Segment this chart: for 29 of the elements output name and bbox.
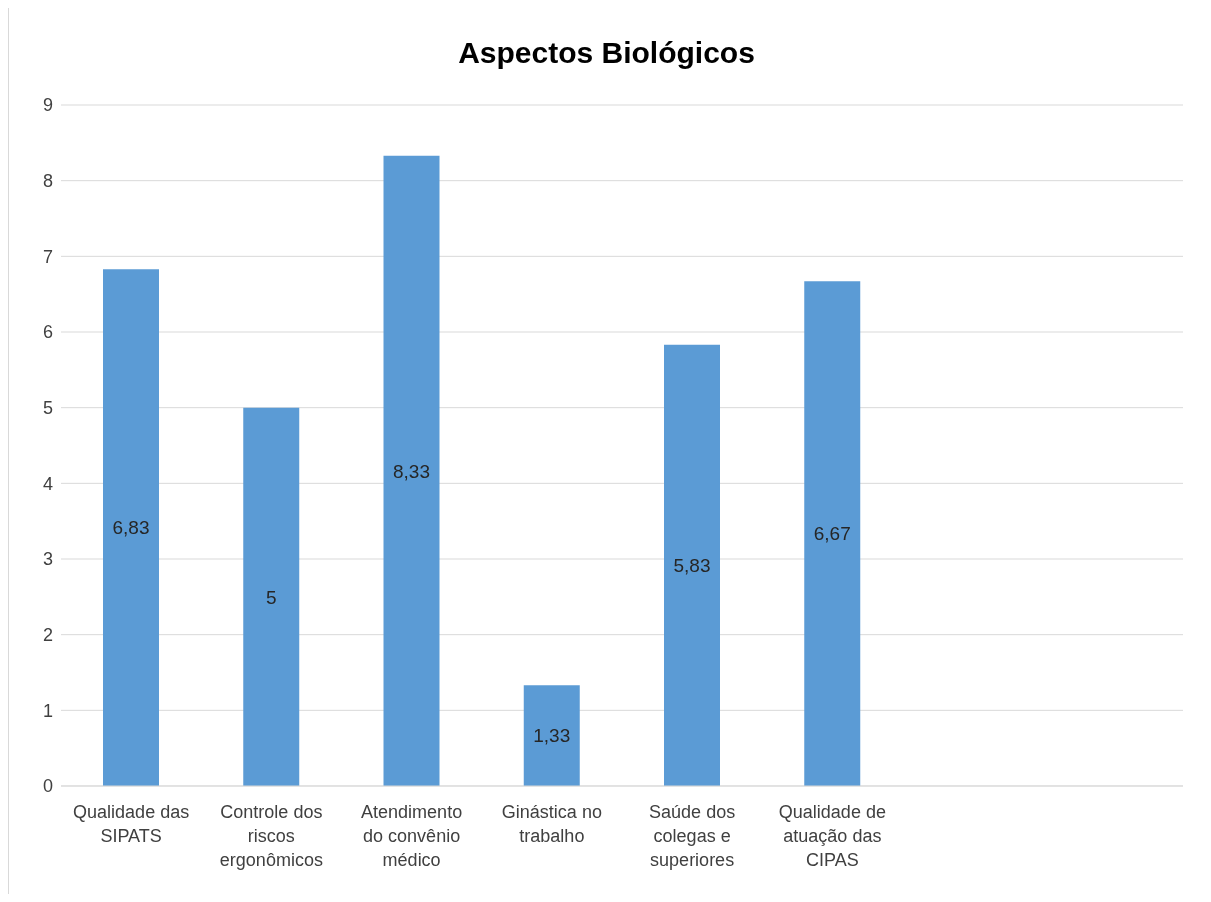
bar [664,344,720,786]
y-tick-label: 4 [42,473,53,494]
bar [383,155,440,786]
y-tick-label: 9 [42,95,53,116]
data-label: 1,33 [533,725,571,747]
y-tick-label: 2 [42,625,53,646]
y-tick-label: 7 [42,246,53,267]
data-label: 8,33 [393,460,430,482]
x-tick-label: Qualidade das SIPATS [73,802,190,846]
data-label: 5 [265,586,277,608]
y-tick-label: 0 [42,776,53,797]
bar [243,407,300,786]
bar [804,281,861,786]
data-label: 5,83 [673,555,711,577]
x-tick-label: Controle dos riscos ergonômicos [219,802,323,870]
bar [103,269,159,786]
y-tick-label: 5 [42,398,53,419]
x-tick-label: Atendimento do convênio médico [361,802,463,870]
y-tick-label: 6 [42,322,53,343]
x-tick-label: Ginástica no trabalho [501,802,602,846]
y-tick-label: 1 [42,700,53,721]
y-tick-label: 8 [42,171,53,192]
chart-title: Aspectos Biológicos [457,36,756,70]
x-tick-label: Qualidade de atuação das CIPAS [778,802,886,870]
data-label: 6,67 [813,523,851,545]
x-tick-label: Saúde dos colegas e superiores [649,802,736,870]
data-label: 6,83 [112,517,150,539]
bar [523,685,580,786]
y-tick-label: 3 [42,549,53,570]
